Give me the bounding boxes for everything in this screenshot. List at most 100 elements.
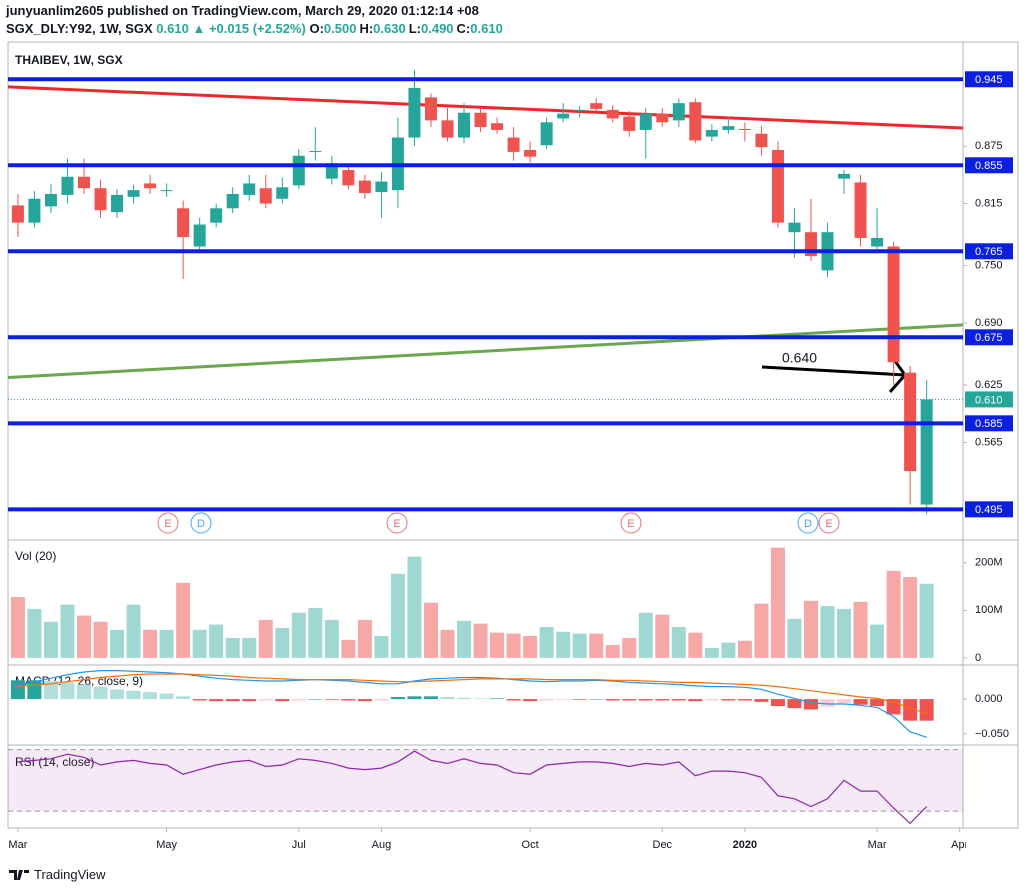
macd-histogram [572,699,587,700]
volume-bar [10,597,25,658]
x-tick-label: Apr [951,839,968,851]
volume-bar [638,612,653,658]
signal-line [17,673,927,715]
volume-bar [837,608,852,658]
volume-bar [291,612,306,658]
volume-bar [870,624,885,658]
level-label-box [965,329,1013,346]
volume-bar [407,556,422,658]
volume-bar [770,547,785,658]
candle-body [458,112,471,138]
footer: TradingView [8,866,106,882]
rsi-band [8,749,963,812]
volume-bar [721,642,736,658]
candle-body [358,180,371,193]
x-tick-label: Dec [653,839,673,851]
macd-histogram [539,699,554,701]
volume-bar [886,570,901,658]
macd-histogram [523,699,538,702]
volume-bar [737,640,752,658]
candle-body [738,128,751,130]
level-label-box [965,157,1013,174]
candle-body [441,120,454,138]
current-price-box [965,391,1013,408]
volume-bar [473,623,488,658]
volume-bar [820,606,835,658]
candle-body [623,116,636,131]
candle-body [639,113,652,130]
candle-body [11,205,24,223]
volume-bar [622,637,637,658]
volume-bar [457,620,472,658]
symbol-line: SGX_DLY:Y92, 1W, SGX 0.610 ▲ +0.015 (+2.… [6,21,506,36]
x-tick-label: Aug [372,839,392,851]
volume-bar [556,631,571,658]
volume-bar [539,626,554,658]
event-marker [190,512,212,534]
macd-histogram [93,686,108,700]
macd-histogram [159,693,174,700]
footer-text: TradingView [34,866,106,882]
candle-body [771,149,784,223]
volume-bar [159,629,174,658]
volume-bar [853,601,868,658]
candle-body [722,126,735,130]
ohlc-value: 0.500 [323,21,357,36]
macd-histogram [43,681,58,700]
volume-bar [357,619,372,658]
volume-bar [258,619,273,658]
candle-body [160,190,173,192]
volume-bar [43,621,58,658]
event-marker [386,512,408,534]
publisher-line: junyuanlim2605 published on TradingView.… [6,3,479,18]
macd-histogram [473,698,488,700]
candle-body [309,150,322,152]
level-label-box [965,415,1013,432]
macd-histogram [341,699,356,701]
frame [7,41,1019,829]
main-pane [8,69,963,515]
macd-histogram [423,696,438,700]
rsi-title: RSI (14, close) [15,755,94,769]
y-tick-label: 0.690 [975,317,1003,329]
y-tick-label: 100M [975,604,1003,616]
macd-histogram [176,696,191,700]
candle-body [259,188,272,204]
candle-body [672,103,685,121]
macd-histogram [126,690,141,700]
macd-histogram [903,699,918,721]
candle-body [243,183,256,195]
ohlc-key: C: [456,21,471,36]
event-label: D [197,518,205,530]
macd-histogram [688,699,703,702]
ohlc-key: O: [309,21,324,36]
candle-body [573,109,586,111]
volume-bar [423,602,438,658]
macd-histogram [407,696,422,700]
ohlc-value: 0.630 [373,21,406,36]
candle-body [177,208,190,237]
candle-body [408,87,421,138]
y-tick-label: 0.625 [975,379,1003,391]
volume-bar [390,573,405,658]
volume-bar [308,607,323,658]
ohlc-key: L: [408,21,421,36]
event-label: E [825,518,832,530]
change: +0.015 (+2.52%) [208,21,306,36]
volume-bar [919,583,934,658]
candle-body [111,194,124,213]
candle-body [689,102,702,141]
chart: THAIBEV, 1W, SGX Vol (20) MACD (12, 26, … [7,41,1019,851]
candle-body [491,123,504,130]
y-tick-label: −0.050 [975,728,1009,740]
volume-bar [803,600,818,658]
event-marker [818,512,840,534]
candle-body [755,133,768,148]
volume-bar [60,604,75,658]
macd-histogram [820,699,835,707]
macd-histogram [490,698,505,700]
level-label: 0.495 [975,504,1003,516]
current-price-label: 0.610 [975,394,1003,406]
symbol: SGX_DLY:Y92, 1W, SGX [6,21,153,36]
candle-body [920,399,933,505]
